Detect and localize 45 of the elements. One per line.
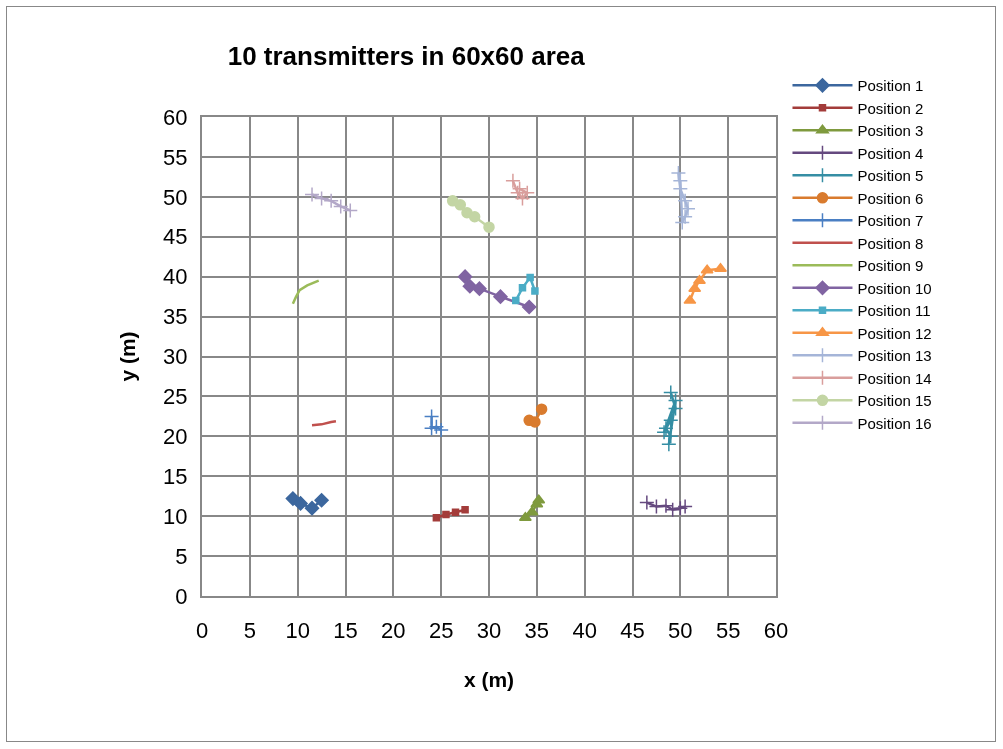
legend-label: Position 14 bbox=[857, 369, 932, 387]
x-tick-label: 25 bbox=[428, 618, 454, 644]
y-tick-label: 50 bbox=[163, 184, 188, 210]
legend-label: Position 6 bbox=[857, 189, 924, 207]
y-tick-label: 15 bbox=[163, 463, 188, 489]
x-tick-label: 50 bbox=[668, 618, 693, 644]
y-tick-label: 10 bbox=[163, 503, 188, 529]
x-tick-label: 10 bbox=[285, 618, 310, 644]
x-tick-label: 30 bbox=[476, 618, 502, 644]
legend-label: Position 5 bbox=[857, 167, 924, 185]
y-tick-label: 30 bbox=[163, 344, 188, 370]
legend-label: Position 4 bbox=[857, 144, 924, 162]
legend-label: Position 11 bbox=[857, 302, 931, 320]
legend-label: Position 8 bbox=[857, 234, 924, 252]
x-tick-label: 20 bbox=[381, 618, 406, 644]
x-tick-label: 40 bbox=[572, 618, 597, 644]
y-tick-label: 25 bbox=[163, 384, 188, 410]
x-tick-label: 0 bbox=[195, 618, 209, 644]
x-axis-title: x (m) bbox=[463, 668, 515, 692]
legend-label: Position 9 bbox=[857, 257, 924, 275]
y-tick-label: 20 bbox=[163, 424, 188, 450]
legend-label: Position 3 bbox=[857, 122, 924, 140]
legend-label: Position 2 bbox=[857, 99, 924, 117]
legend-label: Position 16 bbox=[857, 414, 932, 432]
y-tick-label: 35 bbox=[163, 304, 188, 330]
legend-label: Position 12 bbox=[857, 324, 932, 342]
x-tick-label: 5 bbox=[243, 618, 256, 644]
y-tick-label: 5 bbox=[175, 543, 188, 569]
y-tick-label: 45 bbox=[163, 224, 188, 250]
x-tick-label: 60 bbox=[763, 618, 789, 644]
legend-label: Position 10 bbox=[857, 279, 932, 297]
legend-label: Position 15 bbox=[857, 392, 932, 410]
y-tick-label: 40 bbox=[163, 264, 188, 290]
x-tick-label: 45 bbox=[620, 618, 645, 644]
x-tick-label: 55 bbox=[715, 618, 741, 644]
y-tick-label: 55 bbox=[163, 144, 188, 170]
y-axis-title: y (m) bbox=[115, 331, 139, 382]
y-tick-label: 0 bbox=[175, 583, 188, 609]
y-tick-label: 60 bbox=[163, 104, 188, 130]
chart-title: 10 transmitters in 60x60 area bbox=[227, 41, 586, 72]
x-tick-label: 15 bbox=[333, 618, 358, 644]
legend-label: Position 1 bbox=[857, 77, 924, 95]
legend-label: Position 7 bbox=[857, 212, 924, 230]
legend-label: Position 13 bbox=[857, 347, 932, 365]
x-tick-label: 35 bbox=[524, 618, 550, 644]
